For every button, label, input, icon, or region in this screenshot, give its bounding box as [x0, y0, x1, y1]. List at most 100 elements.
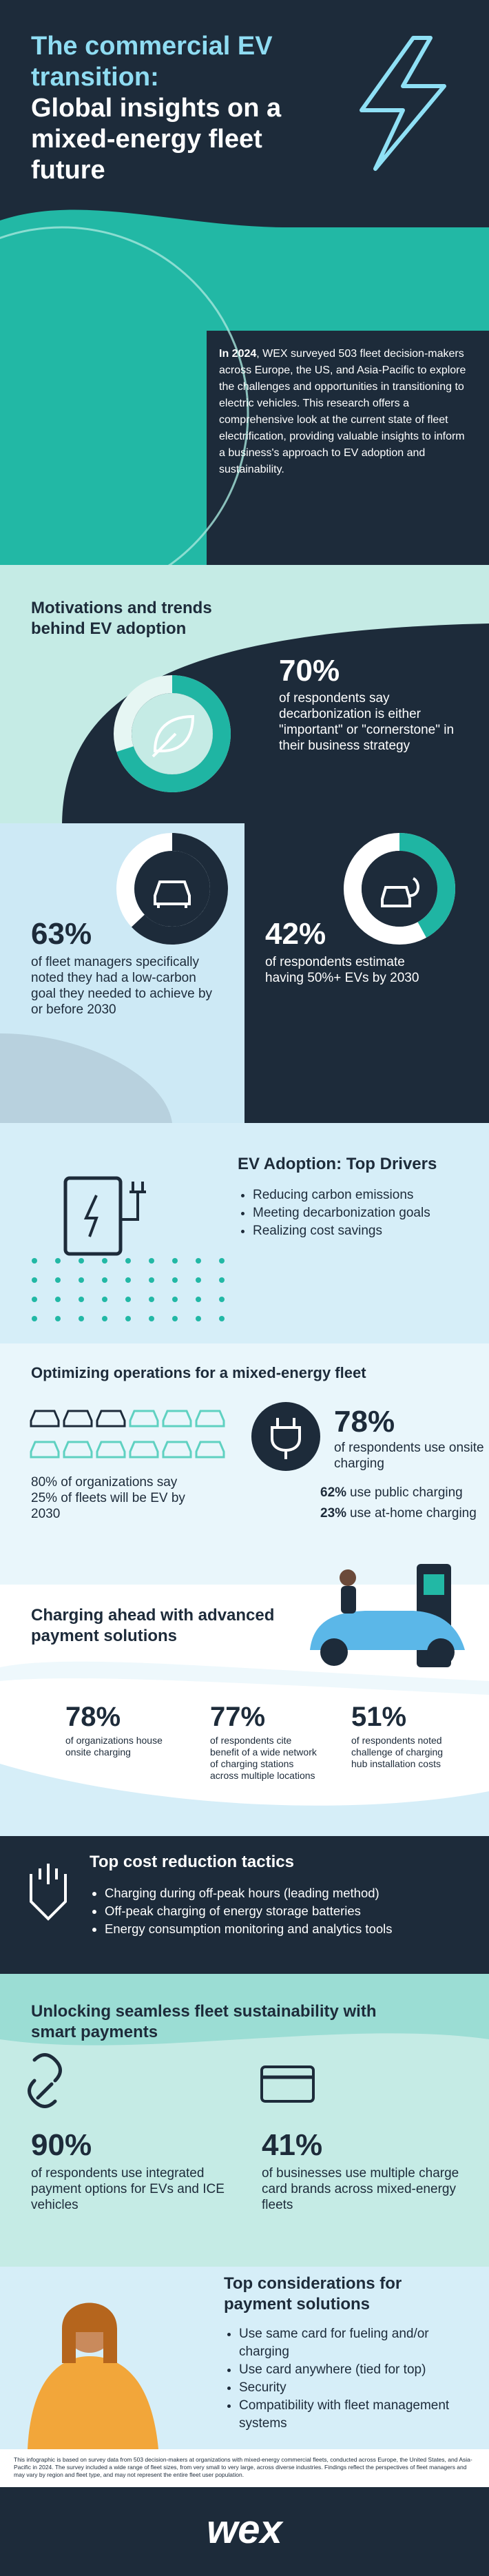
dot: [102, 1258, 107, 1264]
dot: [55, 1277, 61, 1283]
dot: [102, 1297, 107, 1302]
dot: [102, 1316, 107, 1321]
car-icon: [195, 1441, 225, 1459]
stat-value: 78%: [334, 1405, 395, 1439]
dot: [79, 1277, 84, 1283]
dot: [172, 1316, 178, 1321]
dot: [32, 1316, 37, 1321]
dot: [219, 1297, 225, 1302]
list-item: Energy consumption monitoring and analyt…: [105, 1920, 489, 1938]
stat-text: use public charging: [350, 1485, 463, 1500]
dot: [32, 1258, 37, 1264]
dot: [149, 1297, 154, 1302]
list-item: Meeting decarbonization goals: [253, 1204, 487, 1222]
car-icon: [63, 1441, 93, 1459]
stat-text: of organizations house onsite charging: [65, 1735, 163, 1758]
stat-text: of fleet managers specifically noted the…: [31, 955, 213, 1017]
stat-text: of respondents estimate having 50%+ EVs …: [265, 955, 419, 985]
dot: [196, 1316, 201, 1321]
donut-center: [134, 851, 210, 927]
dot: [79, 1258, 84, 1264]
car-icon: [30, 1410, 60, 1428]
car-icon: [30, 1441, 60, 1459]
footnote: This infographic is based on survey data…: [14, 2456, 472, 2478]
stat-value: 70%: [279, 654, 340, 688]
stat-value: 42%: [265, 917, 326, 951]
section-title: EV Adoption: Top Drivers: [238, 1155, 437, 1173]
intro-lead: In 2024: [219, 348, 257, 360]
stat-text: of respondents noted challenge of chargi…: [351, 1735, 444, 1769]
dot: [55, 1297, 61, 1302]
section-title: Top cost reduction tactics: [90, 1853, 294, 1871]
stat-value: 23%: [320, 1506, 347, 1521]
dot: [219, 1316, 225, 1321]
list-item: Off-peak charging of energy storage batt…: [105, 1902, 489, 1920]
stat-text: of businesses use multiple charge card b…: [262, 2166, 459, 2212]
car-icon: [63, 1410, 93, 1428]
dot: [32, 1297, 37, 1302]
dot: [172, 1297, 178, 1302]
intro-text: , WEX surveyed 503 fleet decision-makers…: [219, 348, 466, 475]
stat-value: 41%: [262, 2128, 323, 2162]
intro: In 2024, WEX surveyed 503 fleet decision…: [219, 346, 467, 478]
donut-arc: [116, 675, 231, 792]
title: Global insights on a mixed-energy fleet …: [31, 94, 282, 185]
car-icon: [96, 1441, 126, 1459]
dot: [219, 1277, 225, 1283]
ev-icon: [381, 877, 419, 907]
list-item: Reducing carbon emissions: [253, 1186, 487, 1204]
section-title: Optimizing operations for a mixed-energy…: [31, 1364, 366, 1381]
dot: [32, 1277, 37, 1283]
car-icon: [129, 1410, 159, 1428]
donut-center: [132, 693, 213, 774]
donut-arc: [131, 833, 228, 945]
cost-list: Charging during off-peak hours (leading …: [90, 1884, 489, 1938]
stat-text: of respondents say decarbonization is ei…: [279, 691, 455, 753]
dot: [55, 1258, 61, 1264]
donut-arc: [399, 833, 455, 938]
section-title: Unlocking seamless fleet sustainability …: [31, 2002, 377, 2041]
stat-text: use at-home charging: [350, 1506, 477, 1521]
list-item: Security: [239, 2379, 466, 2397]
stat-line: 23% use at-home charging: [320, 1505, 477, 1521]
stat-value: 63%: [31, 917, 92, 951]
car-icon: [154, 880, 191, 908]
list-item: Compatibility with fleet management syst…: [239, 2397, 466, 2433]
leaf-icon: [152, 714, 195, 758]
section-title: Motivations and trends behind EV adoptio…: [31, 599, 212, 638]
list-item: Use card anywhere (tied for top): [239, 2361, 466, 2379]
stat-text: of respondents cite benefit of a wide ne…: [210, 1735, 317, 1781]
dot: [55, 1316, 61, 1321]
dot: [149, 1316, 154, 1321]
dot: [172, 1258, 178, 1264]
dot: [125, 1258, 131, 1264]
stat-value: 51%: [351, 1702, 407, 1732]
dot: [79, 1316, 84, 1321]
car-icon: [129, 1441, 159, 1459]
dot: [149, 1258, 154, 1264]
section-title: Charging ahead with advanced payment sol…: [31, 1606, 275, 1645]
dot: [149, 1277, 154, 1283]
car-icon: [162, 1441, 192, 1459]
fleet-note: 80% of organizations say 25% of fleets w…: [31, 1475, 185, 1521]
stat-line: 62% use public charging: [320, 1485, 463, 1501]
stat-text: of respondents use integrated payment op…: [31, 2166, 225, 2212]
car-icon: [195, 1410, 225, 1428]
dot: [172, 1277, 178, 1283]
stat-text: of respondents use onsite charging: [334, 1441, 484, 1471]
title-highlight: The commercial EV transition:: [31, 32, 273, 92]
dot: [102, 1277, 107, 1283]
dot: [196, 1297, 201, 1302]
dot: [219, 1258, 225, 1264]
dot: [125, 1277, 131, 1283]
considerations-list: Use same card for fueling and/or chargin…: [224, 2325, 466, 2433]
dot: [125, 1297, 131, 1302]
section-title: Top considerations for payment solutions: [224, 2274, 402, 2314]
logo: wex: [207, 2507, 282, 2552]
dot: [125, 1316, 131, 1321]
stat-value: 62%: [320, 1485, 347, 1500]
list-item: Charging during off-peak hours (leading …: [105, 1884, 489, 1902]
list-item: Use same card for fueling and/or chargin…: [239, 2325, 466, 2361]
